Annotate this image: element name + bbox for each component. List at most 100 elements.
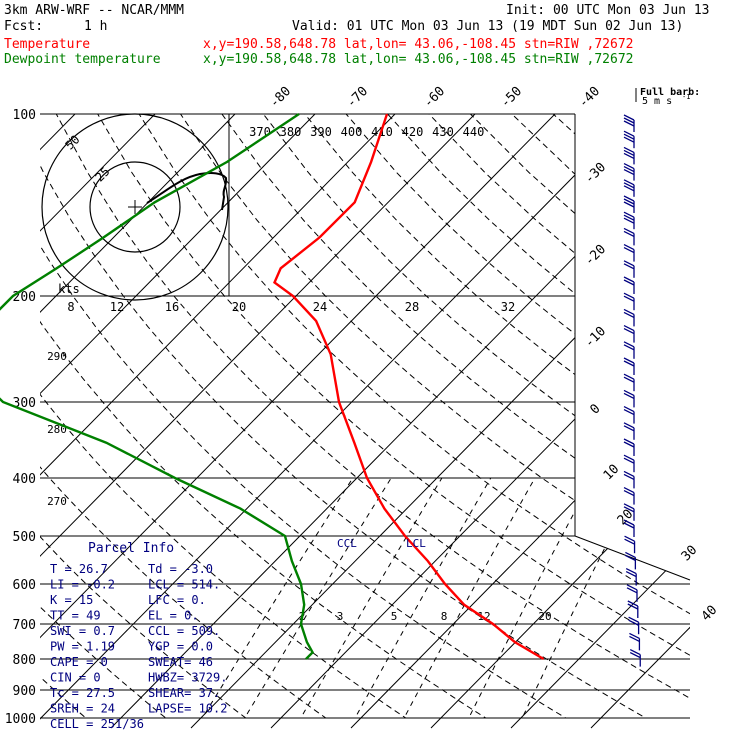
dry-adiabat — [40, 114, 114, 719]
wind-barb-flag — [623, 214, 635, 221]
parcel-row-left: TT = 49 — [50, 609, 101, 623]
temperature-tick-label: 40 — [699, 603, 721, 625]
theta-label: 420 — [402, 125, 424, 139]
wind-barb-flag — [623, 276, 635, 283]
wind-barb-flag — [623, 117, 635, 124]
model-title: 3km ARW-WRF -- NCAR/MMM — [4, 3, 184, 18]
wind-barb-flag — [623, 244, 635, 251]
pressure-label: 500 — [13, 530, 36, 545]
ring-label-50: 50 — [63, 132, 83, 152]
theta-label: 370 — [249, 125, 271, 139]
wind-barb-flag — [623, 357, 635, 364]
fcst-label: Fcst: — [4, 19, 43, 34]
temperature-tick-label: 10 — [601, 462, 623, 484]
pressure-label: 300 — [13, 396, 36, 411]
wind-barb-flag — [623, 341, 635, 348]
wind-barb-flag — [623, 344, 635, 351]
wind-barb-flag — [623, 506, 635, 513]
parcel-row-right: YGP = 0.0 — [148, 640, 213, 654]
isotherm — [40, 114, 636, 729]
wind-barb-flag — [623, 295, 635, 302]
adiabat-label: 270 — [47, 495, 67, 508]
wind-barb-flag — [623, 308, 635, 315]
wind-barb-flag — [623, 503, 635, 510]
mixing-ratio-line — [243, 477, 392, 719]
ccl-label: CCL — [337, 537, 357, 550]
wind-barbs — [623, 114, 641, 667]
pressure-label: 1000 — [5, 712, 36, 727]
legend-dewpoint: Dewpoint temperature — [4, 52, 161, 67]
mixing-ratio-line — [201, 477, 354, 719]
series-temperature — [273, 113, 545, 661]
ring-label-25: 25 — [93, 164, 113, 184]
mixing-ratio-label: 8 — [441, 610, 448, 623]
wind-barb-flag — [623, 166, 635, 173]
wind-barb-flag — [623, 392, 635, 399]
pressure-label: 800 — [13, 653, 36, 668]
parcel-row-left: Tc = 27.5 — [50, 686, 115, 700]
temperature-tick-label: -10 — [582, 324, 609, 351]
mixing-ratio-label: 3 — [337, 610, 344, 623]
wind-barb-flag — [623, 260, 635, 267]
wind-barb-flag — [623, 406, 635, 413]
wind-barb-flag — [623, 519, 635, 526]
wind-barb-flag — [626, 587, 638, 594]
temperature-tick-label: -70 — [344, 84, 371, 111]
dry-adiabat — [304, 114, 690, 719]
parcel-row-left: T = 26.7 — [50, 562, 108, 576]
temperature-tick-label: -40 — [576, 84, 603, 111]
wind-barb-flag — [623, 376, 635, 383]
wind-barb-flag — [623, 179, 635, 186]
wind-barb-flag — [623, 152, 635, 159]
dry-adiabat — [138, 114, 690, 719]
temperature-tick-label: -80 — [267, 84, 294, 111]
dry-adiabat — [262, 114, 690, 719]
wind-barb-flag — [623, 279, 635, 286]
wind-barb-flag — [623, 360, 635, 367]
wind-barb-flag — [625, 568, 637, 575]
pressure-label: 600 — [13, 578, 36, 593]
isotherm — [510, 114, 690, 729]
isotherm — [40, 114, 556, 729]
parcel-row-right: EL = 0. — [148, 609, 199, 623]
header: 3km ARW-WRF -- NCAR/MMM Init: 00 UTC Mon… — [4, 3, 710, 67]
wind-barb-flag — [624, 538, 635, 545]
parcel-row-right: Td = -3.0 — [148, 562, 213, 576]
speed-tick: 20 — [232, 300, 246, 314]
temperature-tick-label: 0 — [587, 401, 603, 417]
wind-barb-flag — [623, 292, 635, 299]
wind-barb-flag — [627, 603, 639, 610]
fcst-value: 1 h — [84, 19, 107, 34]
theta-label: 430 — [432, 125, 454, 139]
mixing-ratio-line — [467, 477, 594, 719]
temperature-tick-label: -50 — [498, 84, 525, 111]
dry-adiabat — [470, 114, 690, 719]
wind-barb-flag — [629, 632, 640, 639]
legend-temperature-info: x,y=190.58,648.78 lat,lon= 43.06,-108.45… — [203, 37, 633, 52]
pressure-label: 400 — [13, 472, 36, 487]
wind-barb-flag — [625, 551, 636, 558]
wind-barb-flag — [623, 211, 635, 218]
parcel-row-left: LI = -0.2 — [50, 578, 115, 592]
parcel-row-left: CELL = 251/36 — [50, 717, 144, 731]
wind-barb-flag — [623, 328, 635, 335]
barb-legend-unit: 5 m s — [642, 96, 672, 107]
mixing-ratio-line — [299, 477, 443, 719]
speed-tick: 12 — [110, 300, 124, 314]
wind-barb-flag — [628, 619, 639, 626]
barb-legend-sup: -1 — [682, 93, 690, 101]
parcel-row-left: CAPE = 0 — [50, 655, 108, 669]
wind-barb-flag — [623, 373, 635, 380]
mixing-ratio-label: 20 — [538, 610, 551, 623]
wind-barb-flag — [623, 263, 635, 270]
isotherm — [270, 114, 690, 729]
isotherm — [40, 114, 396, 729]
theta-label: 400 — [341, 125, 363, 139]
parcel-row-left: PW = 1.19 — [50, 640, 115, 654]
wind-barb-flag — [623, 441, 635, 448]
wind-barb-flag — [623, 130, 635, 137]
temperature-tick-label: -20 — [582, 242, 609, 269]
parcel-row-left: K = 15 — [50, 593, 93, 607]
wind-barb-flag — [623, 490, 635, 497]
